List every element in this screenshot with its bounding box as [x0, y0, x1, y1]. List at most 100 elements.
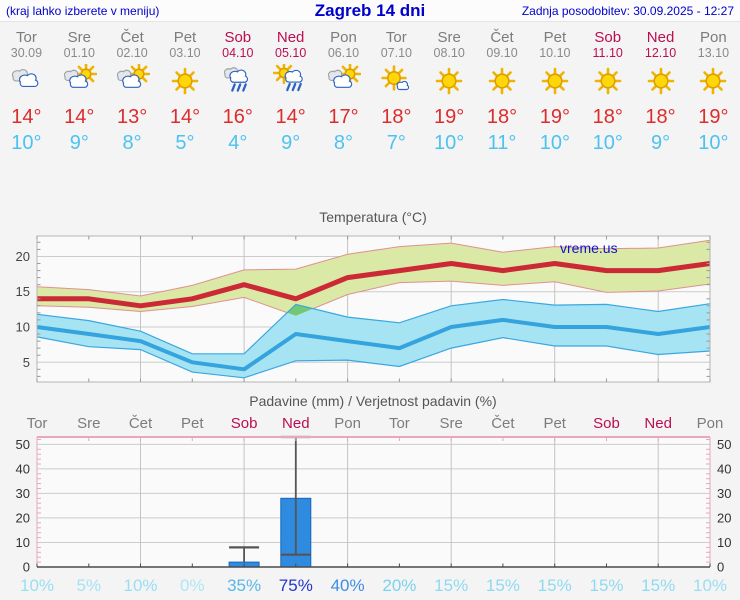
forecast-day: Sre 01.10 14° 9° [53, 29, 106, 170]
day-name: Tor [385, 29, 407, 46]
precip-day-label: Čet [491, 415, 515, 432]
min-temperature: 10° [592, 132, 623, 154]
precip-probability: 5% [77, 576, 102, 595]
day-name: Sre [67, 29, 91, 46]
day-name: Pon [700, 29, 727, 46]
day-date: 10.10 [539, 46, 571, 60]
day-name: Sre [437, 29, 461, 46]
day-date: 04.10 [222, 46, 254, 60]
weather-icon-sunny [159, 64, 212, 104]
day-name: Pon [330, 29, 357, 46]
day-name: Pet [173, 29, 197, 46]
precip-probability: 40% [331, 576, 365, 595]
temperature-chart: 5 10 15 20 Temperatura (°C) vreme.us [0, 206, 740, 392]
day-date: 13.10 [697, 46, 730, 60]
max-temperature: 18° [381, 106, 412, 128]
max-temperature: 16° [222, 106, 253, 128]
menu-hint: (kraj lahko izberete v meniju) [6, 3, 160, 18]
precip-probability: 15% [434, 576, 468, 595]
day-date: 05.10 [275, 46, 307, 60]
forecast-strip: Tor 30.09 14° 10° Sre 01.10 14° 9° Čet 02.10 13° 8°… [0, 22, 740, 170]
day-name: Čet [490, 29, 514, 46]
precip-day-label: Sob [231, 415, 258, 432]
precip-probability: 20% [382, 576, 416, 595]
precip-day-label: Ned [644, 415, 672, 432]
max-temperature: 17° [328, 106, 359, 128]
day-date: 08.10 [433, 46, 465, 60]
max-temperature: 14° [64, 106, 95, 128]
forecast-day: Sob 11.10 18° 10° [581, 29, 634, 170]
temp-y-tick-label: 10 [16, 320, 30, 335]
temp-y-tick-label: 15 [16, 284, 30, 299]
precip-day-label: Pet [543, 415, 566, 432]
day-name: Čet [120, 29, 144, 46]
precip-probability: 0% [180, 576, 205, 595]
precip-probability: 75% [279, 576, 313, 595]
min-temperature: 10° [698, 132, 729, 154]
precip-probability: 10% [20, 576, 54, 595]
weather-icon-sunny [476, 64, 529, 104]
day-date: 01.10 [63, 46, 95, 60]
weather-icon-sun-cloud [106, 64, 159, 104]
weather-icon-sunny [423, 64, 476, 104]
day-date: 07.10 [380, 46, 412, 60]
day-date: 03.10 [169, 46, 201, 60]
forecast-day: Čet 09.10 18° 11° [476, 29, 529, 170]
precip-day-label: Sob [593, 415, 620, 432]
day-name: Ned [646, 29, 675, 46]
weather-icon-sunny [687, 64, 740, 104]
header: (kraj lahko izberete v meniju) Zagreb 14… [0, 0, 740, 22]
precip-y-tick-left: 10 [16, 535, 30, 550]
weather-icon-sun-cloud-rain [264, 64, 317, 104]
weather-icon-sunny [528, 64, 581, 104]
min-temperature: 8° [122, 132, 142, 154]
min-temperature: 8° [333, 132, 354, 154]
weather-icon-sunny [581, 64, 634, 104]
weather-icon-cloudy [0, 64, 53, 104]
min-temperature: 9° [69, 132, 89, 154]
precip-y-tick-left: 30 [16, 486, 30, 501]
temp-chart-title: Temperatura (°C) [319, 209, 427, 225]
day-date: 06.10 [327, 46, 360, 60]
temp-y-tick-label: 20 [16, 249, 30, 264]
min-temperature: 10° [539, 132, 570, 154]
precip-chart-title: Padavine (mm) / Verjetnost padavin (%) [249, 393, 496, 409]
weather-icon-sun-cloud [317, 64, 370, 104]
precip-day-label: Tor [389, 415, 410, 432]
forecast-day: Pon 13.10 19° 10° [687, 29, 740, 170]
min-temperature: 10° [434, 132, 465, 154]
precip-probability: 15% [641, 576, 675, 595]
forecast-day: Ned 12.10 18° 9° [634, 29, 687, 170]
max-temperature: 14° [11, 106, 42, 128]
day-date: 02.10 [116, 46, 148, 60]
weather-icon-sun-small-cloud [370, 64, 423, 104]
forecast-day: Tor 07.10 18° 7° [370, 29, 423, 170]
min-temperature: 5° [175, 132, 195, 154]
precip-probability: 10% [123, 576, 157, 595]
precip-probability: 15% [486, 576, 520, 595]
watermark: vreme.us [560, 240, 618, 256]
precip-y-tick-right: 50 [717, 437, 731, 452]
day-date: 11.10 [592, 46, 623, 60]
precip-day-label: Ned [282, 415, 310, 432]
day-name: Tor [16, 29, 37, 46]
min-temperature: 9° [650, 132, 671, 154]
temp-y-tick-label: 5 [23, 355, 30, 370]
temp-max-line [37, 261, 711, 309]
precip-probability: 35% [227, 576, 261, 595]
forecast-day: Pet 03.10 14° 5° [159, 29, 212, 170]
precip-probability: 15% [538, 576, 572, 595]
forecast-day: Ned 05.10 14° 9° [264, 29, 317, 170]
weather-icon-sun-cloud [53, 64, 106, 104]
precip-probability: 15% [589, 576, 623, 595]
temp-min-line [36, 317, 711, 372]
precip-day-label: Sre [440, 415, 463, 432]
precip-y-tick-left: 0 [23, 560, 30, 575]
precipitation-chart: Padavine (mm) / Verjetnost padavin (%) To… [0, 392, 740, 600]
forecast-day: Pon 06.10 17° 8° [317, 29, 370, 170]
precip-y-tick-right: 20 [717, 510, 731, 525]
forecast-day: Sre 08.10 19° 10° [423, 29, 476, 170]
forecast-day: Čet 02.10 13° 8° [106, 29, 159, 170]
max-temperature: 14° [275, 106, 306, 128]
max-temperature: 19° [434, 106, 465, 128]
